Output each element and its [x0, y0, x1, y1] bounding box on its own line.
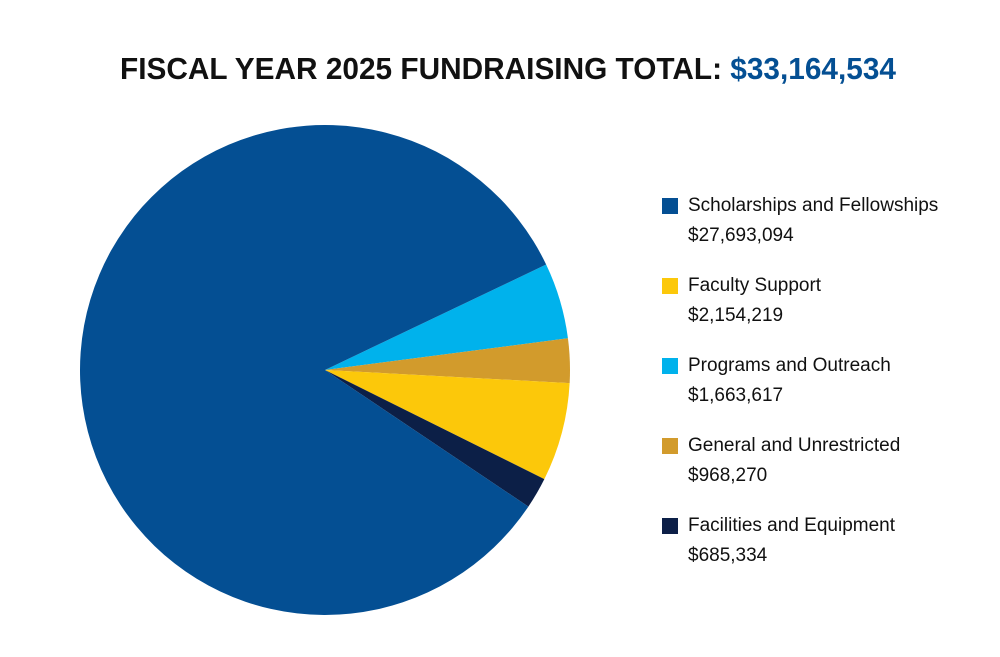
- legend-label: Facilities and Equipment: [688, 515, 896, 536]
- legend-swatch: [662, 358, 678, 374]
- legend-value: $27,693,094: [688, 225, 794, 246]
- legend-label: Faculty Support: [688, 275, 822, 296]
- legend-swatch: [662, 438, 678, 454]
- legend-value: $685,334: [688, 545, 768, 566]
- pie-slice: [325, 370, 545, 507]
- pie-slice: [325, 264, 568, 370]
- legend-swatch: [662, 278, 678, 294]
- legend-label: Scholarships and Fellowships: [688, 195, 938, 216]
- pie-slice: [325, 370, 570, 480]
- legend-label: General and Unrestricted: [688, 435, 900, 456]
- chart-title: FISCAL YEAR 2025 FUNDRAISING TOTAL: $33,…: [120, 51, 897, 86]
- legend-swatch: [662, 198, 678, 214]
- title-value: $33,164,534: [730, 51, 896, 86]
- pie-slice: [79, 124, 547, 615]
- title-text: FISCAL YEAR 2025 FUNDRAISING TOTAL:: [120, 51, 722, 86]
- legend-value: $968,270: [688, 465, 767, 486]
- legend-swatch: [662, 518, 678, 534]
- pie-slice: [325, 338, 570, 384]
- legend-value: $2,154,219: [688, 305, 783, 326]
- legend-value: $1,663,617: [688, 385, 783, 406]
- legend-label: Programs and Outreach: [688, 355, 891, 376]
